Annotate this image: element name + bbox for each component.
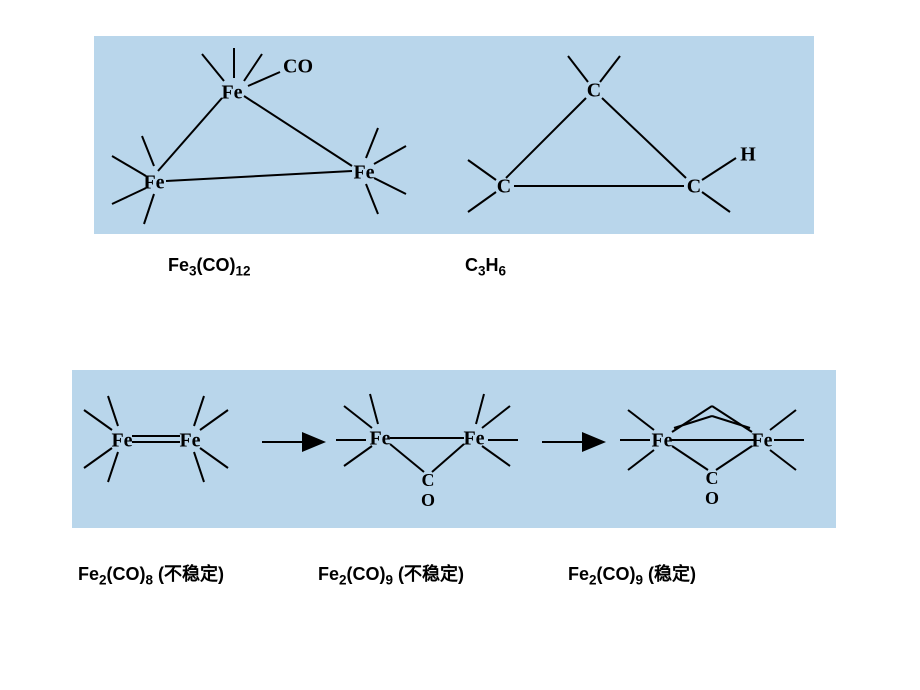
fe3co12-structure: Fe Fe Fe CO xyxy=(112,48,406,224)
c3h6-caption: C3H6 xyxy=(465,255,506,279)
svg-text:O: O xyxy=(705,488,719,508)
c3-label: C xyxy=(587,80,601,102)
c2-label: C xyxy=(687,176,701,198)
svg-text:Fe: Fe xyxy=(651,430,672,452)
fe2co8-caption: Fe2(CO)8 (不稳定) xyxy=(78,560,224,588)
fe2co8-structure: Fe Fe xyxy=(84,396,228,482)
fe3co12-caption: Fe3(CO)12 xyxy=(168,255,251,279)
top-molecules-svg: Fe Fe Fe CO C C C H xyxy=(94,36,814,234)
c1-label: C xyxy=(497,176,511,198)
c3h6-structure: C C C H xyxy=(468,56,756,212)
svg-text:Fe: Fe xyxy=(179,430,200,452)
fe2co9-unstable-caption: Fe2(CO)9 (不稳定) xyxy=(318,560,464,588)
bottom-sequence-svg: Fe Fe Fe Fe C O xyxy=(72,370,836,528)
fe2co9-stable-structure: Fe Fe C O xyxy=(620,406,804,508)
h-label: H xyxy=(740,144,756,166)
fe1-label: Fe xyxy=(143,172,164,194)
svg-text:Fe: Fe xyxy=(111,430,132,452)
co-label: CO xyxy=(283,56,313,78)
top-panel: Fe Fe Fe CO C C C H xyxy=(94,36,814,234)
bottom-panel: Fe Fe Fe Fe C O xyxy=(72,370,836,528)
svg-text:O: O xyxy=(421,490,435,510)
fe2co9-stable-caption: Fe2(CO)9 (稳定) xyxy=(568,560,696,588)
svg-text:Fe: Fe xyxy=(369,428,390,450)
fe2-label: Fe xyxy=(353,162,374,184)
fe3-label: Fe xyxy=(221,82,242,104)
fe2co9-unstable-structure: Fe Fe C O xyxy=(336,394,518,510)
svg-text:C: C xyxy=(706,468,719,488)
svg-text:Fe: Fe xyxy=(463,428,484,450)
svg-text:Fe: Fe xyxy=(751,430,772,452)
svg-text:C: C xyxy=(422,470,435,490)
